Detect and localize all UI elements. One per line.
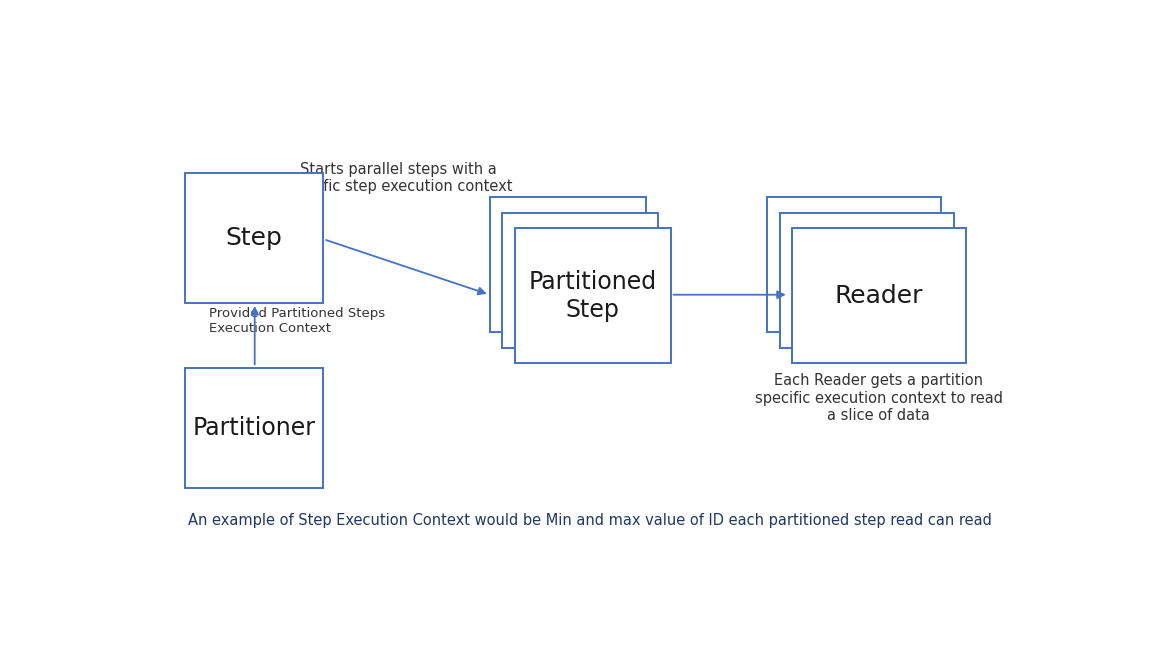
FancyBboxPatch shape: [490, 197, 646, 332]
Text: Partitioned
Step: Partitioned Step: [529, 270, 657, 322]
Text: Provided Partitioned Steps
Execution Context: Provided Partitioned Steps Execution Con…: [210, 307, 385, 335]
Text: Reader: Reader: [835, 283, 924, 307]
FancyBboxPatch shape: [767, 197, 941, 332]
Text: Step: Step: [226, 226, 282, 250]
FancyBboxPatch shape: [185, 369, 324, 488]
Text: Starts parallel steps with a
specific step execution context: Starts parallel steps with a specific st…: [285, 162, 513, 194]
Text: Each Reader gets a partition
specific execution context to read
a slice of data: Each Reader gets a partition specific ex…: [755, 373, 1002, 423]
Text: Partitioner: Partitioner: [192, 417, 316, 440]
FancyBboxPatch shape: [185, 173, 324, 303]
FancyBboxPatch shape: [780, 213, 954, 348]
FancyBboxPatch shape: [502, 213, 658, 348]
FancyBboxPatch shape: [515, 228, 670, 363]
Text: An example of Step Execution Context would be Min and max value of ID each parti: An example of Step Execution Context wou…: [189, 514, 992, 528]
FancyBboxPatch shape: [793, 228, 967, 363]
